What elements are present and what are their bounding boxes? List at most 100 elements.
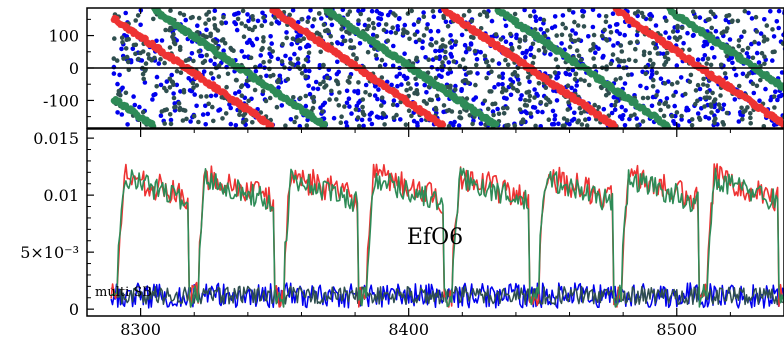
- scatter-point: [560, 21, 565, 27]
- scatter-point: [772, 105, 777, 110]
- scatter-point: [163, 27, 168, 33]
- scatter-point: [651, 77, 656, 83]
- scatter-point: [320, 109, 325, 114]
- scatter-point: [328, 33, 334, 39]
- scatter-point: [771, 34, 777, 39]
- scatter-point: [123, 90, 129, 96]
- scatter-point: [351, 52, 356, 57]
- scatter-point: [311, 99, 317, 105]
- scatter-point: [751, 90, 757, 96]
- scatter-point: [713, 116, 718, 121]
- scatter-point: [515, 88, 521, 94]
- scatter-point: [721, 102, 727, 108]
- scatter-point: [453, 87, 458, 92]
- scatter-point: [279, 103, 285, 108]
- scatter-point: [213, 93, 219, 98]
- scatter-point: [702, 104, 707, 109]
- scatter-point: [678, 75, 684, 80]
- scatter-point: [203, 122, 208, 127]
- scatter-point: [536, 81, 542, 86]
- scatter-point: [628, 40, 633, 45]
- scatter-point: [297, 46, 303, 51]
- scatter-point: [343, 120, 349, 125]
- scatter-point: [641, 14, 646, 20]
- scatter-point: [341, 38, 347, 44]
- scatter-point: [239, 93, 245, 98]
- scatter-point: [434, 55, 439, 61]
- scatter-point: [158, 113, 164, 118]
- scatter-point: [159, 38, 165, 43]
- scatter-point: [578, 77, 583, 82]
- scatter-point: [567, 44, 573, 50]
- scatter-point: [729, 55, 735, 61]
- scatter-point: [511, 86, 516, 91]
- scatter-point: [701, 82, 706, 87]
- scatter-point: [304, 123, 310, 128]
- scatter-point: [582, 78, 587, 84]
- scatter-point: [591, 46, 596, 51]
- scatter-point: [458, 115, 464, 121]
- scatter-point: [540, 109, 545, 115]
- scatter-point: [130, 46, 136, 52]
- scatter-point: [489, 69, 494, 74]
- scatter-point: [119, 112, 125, 117]
- scatter-point: [154, 74, 160, 80]
- scatter-point: [439, 67, 445, 73]
- scatter-point: [433, 40, 439, 45]
- scatter-point: [641, 52, 647, 58]
- scatter-point: [295, 38, 300, 44]
- scatter-point: [250, 27, 255, 33]
- scatter-point: [610, 52, 616, 57]
- scatter-point: [431, 14, 437, 19]
- scatter-point: [649, 72, 655, 77]
- scatter-point: [321, 22, 327, 28]
- scatter-point: [338, 120, 344, 125]
- scatter-point: [422, 82, 428, 88]
- scatter-point: [138, 22, 143, 28]
- scatter-point: [356, 80, 361, 85]
- scatter-point: [394, 74, 400, 79]
- scatter-point: [283, 53, 288, 59]
- scatter-point: [258, 53, 264, 58]
- scatter-point: [577, 105, 583, 111]
- scatter-point: [428, 28, 434, 34]
- scatter-point: [250, 42, 256, 48]
- scatter-point: [567, 8, 572, 13]
- scatter-point: [740, 71, 746, 77]
- scatter-point: [379, 75, 385, 80]
- scatter-point: [679, 25, 685, 31]
- scatter-point: [168, 25, 173, 31]
- scatter-point: [258, 63, 263, 68]
- scatter-point: [586, 82, 592, 88]
- scatter-point: [491, 112, 496, 118]
- scatter-point: [468, 41, 474, 46]
- scatter-point: [718, 93, 723, 98]
- scatter-point: [746, 10, 751, 16]
- scatter-point: [693, 14, 698, 20]
- scatter-point: [695, 98, 700, 104]
- scatter-point: [379, 95, 385, 100]
- scatter-point: [533, 14, 538, 19]
- scatter-point: [321, 63, 326, 68]
- scatter-point: [229, 47, 235, 52]
- scatter-point: [556, 121, 561, 127]
- scatter-point: [283, 123, 288, 128]
- scatter-point: [664, 96, 670, 101]
- scatter-point: [263, 98, 269, 104]
- scatter-point: [495, 106, 500, 112]
- band-point: [719, 77, 726, 84]
- scatter-point: [430, 8, 436, 14]
- scatter-point: [142, 80, 148, 85]
- scatter-point: [360, 109, 366, 114]
- scatter-point: [764, 37, 770, 42]
- scatter-point: [412, 32, 418, 37]
- scatter-point: [675, 80, 680, 85]
- scatter-point: [299, 71, 305, 76]
- scatter-point: [261, 15, 266, 20]
- scatter-point: [395, 83, 400, 89]
- band-point: [665, 124, 672, 128]
- scatter-point: [596, 105, 601, 110]
- scatter-point: [402, 22, 408, 28]
- top-ytick-label: -100: [43, 91, 79, 110]
- scatter-point: [664, 50, 670, 56]
